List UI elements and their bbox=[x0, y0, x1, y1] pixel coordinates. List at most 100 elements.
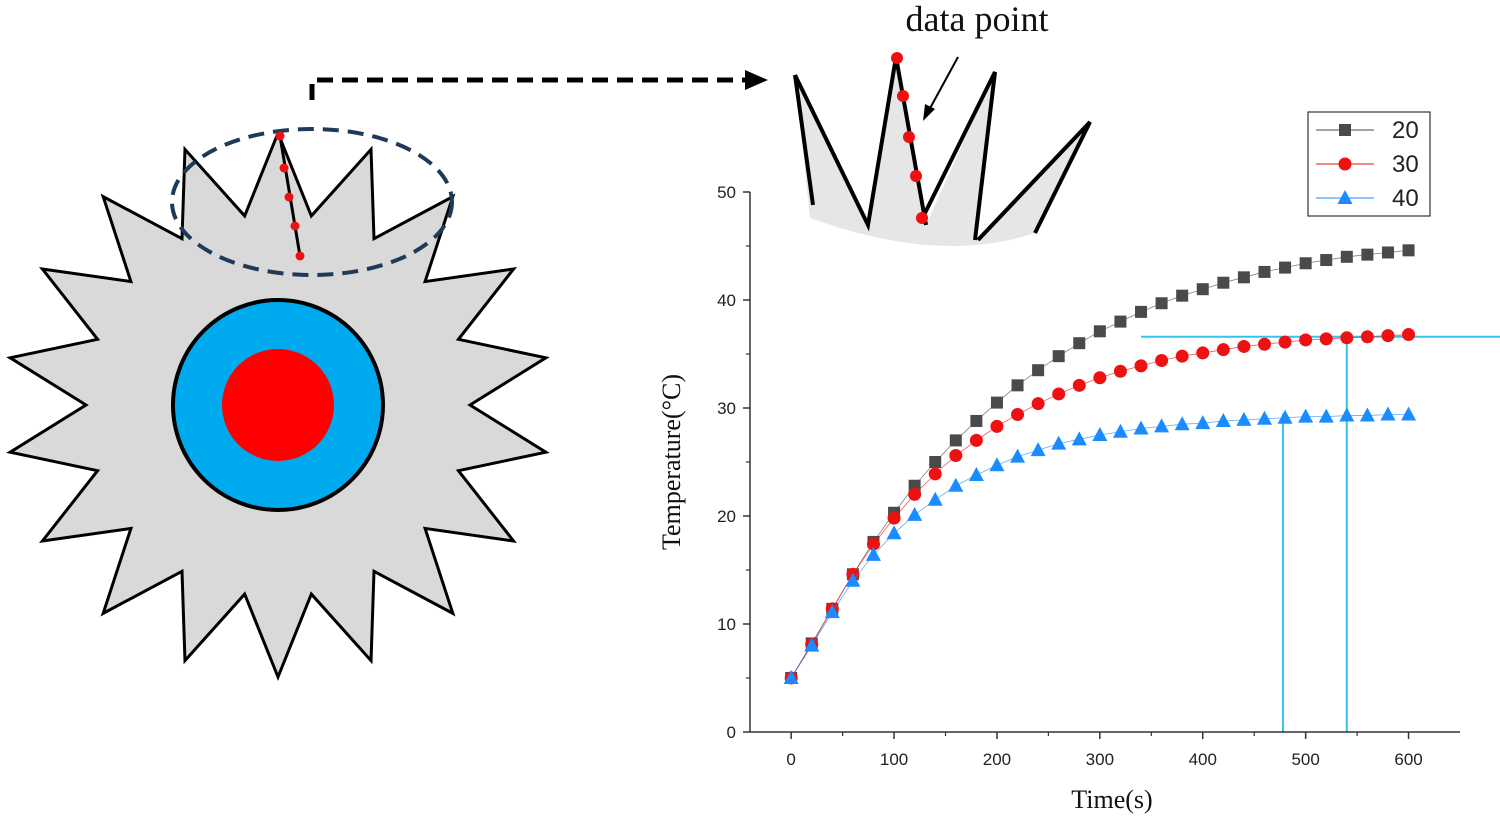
data-point-40 bbox=[1030, 442, 1046, 457]
data-point-30 bbox=[887, 511, 901, 525]
data-point-30 bbox=[1113, 364, 1127, 378]
data-point-40 bbox=[1277, 409, 1293, 424]
data-point-30 bbox=[866, 537, 880, 551]
data-point-20 bbox=[1011, 379, 1024, 392]
data-point-30 bbox=[1278, 335, 1292, 349]
inset-data-point bbox=[897, 90, 909, 102]
data-point-40 bbox=[1112, 423, 1128, 438]
y-tick-label: 20 bbox=[717, 507, 736, 526]
data-point-30 bbox=[1299, 333, 1313, 347]
data-point-40 bbox=[824, 604, 840, 619]
data-point-30 bbox=[1340, 331, 1354, 345]
data-point-20 bbox=[949, 434, 962, 447]
sphere-data-point bbox=[295, 251, 305, 261]
series-layer bbox=[783, 244, 1417, 685]
data-point-40 bbox=[1174, 416, 1190, 431]
data-point-20 bbox=[1402, 244, 1415, 257]
sphere-data-point bbox=[279, 163, 289, 173]
data-point-30 bbox=[1402, 328, 1416, 342]
data-point-30 bbox=[1052, 387, 1066, 401]
data-point-40 bbox=[1051, 435, 1067, 450]
callout-arrow-line bbox=[309, 77, 745, 100]
data-point-20 bbox=[1217, 276, 1230, 289]
zoomed-spike-inset bbox=[793, 52, 1092, 246]
data-point-40 bbox=[783, 670, 799, 684]
data-point-40 bbox=[1359, 407, 1375, 422]
data-point-20 bbox=[1258, 265, 1271, 278]
data-point-20 bbox=[1320, 254, 1333, 267]
data-point-30 bbox=[1031, 397, 1045, 411]
data-point-40 bbox=[1154, 418, 1170, 433]
series-line-40 bbox=[790, 414, 1409, 679]
data-point-20 bbox=[1196, 283, 1209, 296]
inset-data-point bbox=[891, 52, 903, 64]
legend-label-30: 30 bbox=[1392, 151, 1419, 178]
legend-marker-20 bbox=[1339, 124, 1351, 136]
legend: 20 30 40 bbox=[1307, 111, 1431, 217]
sphere-data-point bbox=[284, 192, 294, 202]
data-point-40 bbox=[804, 637, 820, 652]
data-point-20 bbox=[1073, 337, 1086, 350]
data-point-40 bbox=[907, 506, 923, 521]
data-point-40 bbox=[1380, 406, 1396, 421]
data-point-20 bbox=[970, 414, 983, 427]
callout-label: data point bbox=[906, 0, 1049, 39]
series-line-30 bbox=[790, 334, 1409, 679]
x-axis-label: Time(s) bbox=[1071, 785, 1152, 814]
data-point-20 bbox=[1093, 325, 1106, 338]
callout-arrowhead bbox=[745, 70, 768, 90]
legend-marker-30 bbox=[1338, 157, 1352, 171]
x-tick-label: 600 bbox=[1394, 750, 1422, 769]
data-point-40 bbox=[948, 477, 964, 492]
data-point-20 bbox=[1237, 271, 1250, 284]
data-point-40 bbox=[1256, 410, 1272, 425]
data-point-30 bbox=[1011, 407, 1025, 421]
y-tick-label: 30 bbox=[717, 399, 736, 418]
y-tick-label: 10 bbox=[717, 615, 736, 634]
data-point-40 bbox=[886, 525, 902, 540]
data-point-30 bbox=[1360, 330, 1374, 344]
temperature-chart: 0 100 200 300 400 500 600 0 10 20 30 40 50 Time(s) T… bbox=[657, 111, 1500, 814]
inset-data-point bbox=[916, 212, 928, 224]
series-40 bbox=[783, 406, 1417, 684]
data-point-20 bbox=[1135, 305, 1148, 318]
data-point-30 bbox=[1155, 353, 1169, 367]
legend-marker-40 bbox=[1337, 190, 1353, 204]
data-point-30 bbox=[1237, 339, 1251, 353]
data-point-40 bbox=[845, 572, 861, 587]
data-point-30 bbox=[928, 467, 942, 481]
chart-axes: 0 100 200 300 400 500 600 0 10 20 30 40 50 bbox=[717, 183, 1460, 769]
data-point-30 bbox=[949, 449, 963, 463]
sphere-data-point bbox=[290, 221, 300, 231]
sphere-data-points bbox=[275, 131, 305, 261]
data-point-30 bbox=[1381, 329, 1395, 343]
highlight-ellipse bbox=[170, 127, 454, 277]
data-point-30 bbox=[1093, 371, 1107, 385]
inset-data-point bbox=[910, 170, 922, 182]
y-tick-label: 0 bbox=[727, 723, 736, 742]
x-tick-label: 100 bbox=[880, 750, 908, 769]
data-point-40 bbox=[1318, 408, 1334, 423]
series-20 bbox=[785, 244, 1415, 684]
data-point-40 bbox=[1339, 407, 1355, 422]
data-point-40 bbox=[865, 546, 881, 561]
series-line-20 bbox=[790, 249, 1409, 679]
data-point-30 bbox=[1175, 349, 1189, 363]
x-tick-label: 200 bbox=[983, 750, 1011, 769]
data-point-40 bbox=[1071, 431, 1087, 446]
y-tick-label: 40 bbox=[717, 291, 736, 310]
data-point-20 bbox=[1176, 289, 1189, 302]
data-point-30 bbox=[969, 433, 983, 447]
reference-lines bbox=[1141, 335, 1500, 732]
data-point-20 bbox=[1279, 261, 1292, 274]
data-point-20 bbox=[1032, 364, 1045, 377]
data-point-20 bbox=[1155, 297, 1168, 310]
x-tick-label: 500 bbox=[1291, 750, 1319, 769]
x-tick-label: 0 bbox=[786, 750, 795, 769]
data-point-20 bbox=[990, 396, 1003, 409]
data-point-20 bbox=[1381, 246, 1394, 259]
data-point-30 bbox=[1196, 346, 1210, 360]
data-point-20 bbox=[1114, 315, 1127, 328]
legend-label-40: 40 bbox=[1392, 185, 1419, 212]
